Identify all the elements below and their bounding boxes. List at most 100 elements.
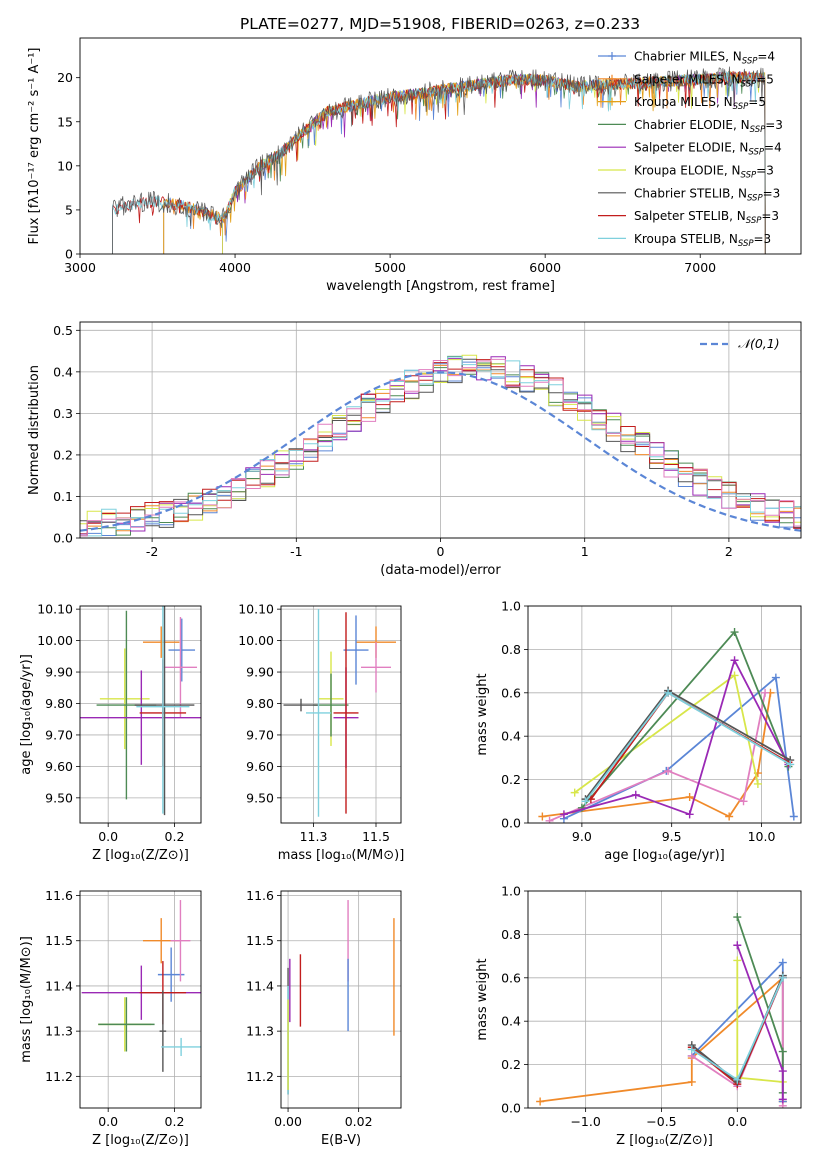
y-tick-label: 0.8 [501, 927, 521, 942]
weight-point-marker [739, 797, 748, 806]
x-axis-label: mass [log₁₀(M/M⊙)] [278, 848, 405, 863]
y-tick-label: 9.80 [45, 696, 73, 711]
legend-label: Kroupa ELODIE, NSSP=3 [634, 164, 774, 181]
y-tick-label: 9.70 [246, 727, 274, 742]
axes-frame [79, 321, 802, 539]
axes-frame [79, 605, 202, 824]
weight-point-marker [789, 812, 798, 821]
legend-label: Chabrier MILES, NSSP=4 [634, 50, 775, 67]
x-tick-label: -1 [290, 544, 302, 559]
x-axis-label: Z [log₁₀(Z/Z⊙)] [616, 1133, 713, 1148]
errorbar-point [283, 698, 319, 712]
errorbar-point [170, 900, 191, 982]
legend-label: Chabrier ELODIE, NSSP=3 [634, 118, 783, 135]
weight-point-marker [733, 941, 742, 950]
weight-point-marker [536, 1097, 545, 1106]
legend-label: Salpeter ELODIE, NSSP=4 [634, 141, 782, 158]
legend-entry: Chabrier ELODIE, NSSP=3 [598, 118, 783, 135]
y-tick-label: 0 [65, 247, 73, 262]
errorbar-point [159, 990, 167, 1072]
x-tick-label: 7000 [684, 260, 716, 275]
histogram-series [80, 358, 801, 537]
x-axis-label: wavelength [Angstrom, rest frame] [326, 279, 555, 294]
spectrum-lines [112, 66, 766, 254]
y-tick-label: 10.10 [238, 602, 274, 617]
mass_vs_z-points [81, 900, 201, 1072]
y-tick-label: 0.4 [501, 729, 521, 744]
weight-point-marker [664, 688, 673, 697]
weight-point-marker [761, 688, 770, 697]
x-tick-label: 0 [437, 544, 445, 559]
axes-frame [280, 605, 402, 824]
y-tick-label: 9.90 [45, 665, 73, 680]
errorbar-point [163, 617, 198, 718]
y-tick-label: 11.5 [45, 933, 73, 948]
y-tick-label: 11.2 [45, 1069, 73, 1084]
y-tick-label: 9.90 [246, 665, 274, 680]
weight_vs_age-axes: 9.0 9.5 10.0 0.0 0.2 0.4 0.6 0.8 1.0 age [log₁₀(a… [475, 599, 802, 863]
x-tick-label: -2 [146, 544, 158, 559]
y-tick-label: 1.0 [501, 884, 521, 899]
errorbar-point [333, 612, 359, 814]
normal-curve [80, 371, 801, 532]
age_vs_z-points [80, 606, 201, 816]
weight-series [545, 688, 770, 823]
legend-label: Chabrier STELIB, NSSP=3 [634, 186, 780, 203]
y-tick-label: 11.6 [246, 888, 274, 903]
x-tick-label: 0.00 [274, 1114, 302, 1129]
mass_vs_ebv-axes: 0.00 0.02 11.2 11.3 11.4 11.5 11.6 E(B-V) [246, 888, 402, 1148]
y-tick-label: 9.70 [45, 727, 73, 742]
legend-label: Salpeter MILES, NSSP=5 [634, 72, 774, 89]
y-axis-label: mass [log₁₀(M/M⊙)] [19, 936, 34, 1063]
legend-entry: Chabrier MILES, NSSP=4 [598, 50, 775, 67]
y-axis-label: mass weight [475, 958, 490, 1040]
errorbar-point [80, 670, 201, 765]
legend-label: Kroupa MILES, NSSP=5 [634, 95, 766, 112]
y-tick-label: 11.4 [246, 978, 274, 993]
spectrum-series-line [112, 66, 766, 254]
y-axis-label: age [log₁₀(age/yr)] [19, 654, 34, 775]
spectrum-legend: Chabrier MILES, NSSP=4 Salpeter MILES, NS… [598, 50, 783, 249]
errorbar-point [168, 618, 196, 682]
weight-series [559, 656, 793, 819]
x-axis-label: age [log₁₀(age/yr)] [604, 848, 725, 863]
weight-point-marker [725, 812, 734, 821]
y-tick-label: 0.4 [501, 1014, 521, 1029]
residuals-axes: -2 -1 0 1 2 0.0 0.1 0.2 0.3 0.4 0.5 (data-model)/er… [27, 321, 802, 578]
weight-point-marker [664, 766, 673, 775]
y-tick-label: 1.0 [501, 599, 521, 614]
legend-entry: Chabrier STELIB, NSSP=3 [598, 186, 780, 203]
y-tick-label: 0.5 [53, 323, 73, 338]
x-tick-label: −0.5 [646, 1114, 676, 1129]
y-axis-label: mass weight [475, 673, 490, 755]
y-tick-label: 15 [57, 114, 73, 129]
weight-point-marker [733, 913, 742, 922]
y-tick-label: 11.4 [45, 978, 73, 993]
weight-point-marker [687, 1077, 696, 1086]
weight-point-marker [581, 797, 590, 806]
y-tick-label: 0.0 [501, 1101, 521, 1116]
weight-series [687, 973, 787, 1084]
weight-point-marker [730, 671, 739, 680]
x-tick-label: 0.02 [345, 1114, 373, 1129]
y-tick-label: 11.6 [45, 888, 73, 903]
errorbar-point [343, 615, 369, 685]
y-axis-label: Flux [fλ10⁻¹⁷ erg cm⁻² s⁻¹ A⁻¹] [27, 48, 42, 245]
weight-point-marker [778, 1047, 787, 1056]
errorbar-point [136, 606, 190, 814]
legend-marker [608, 74, 616, 83]
x-tick-label: 1 [581, 544, 589, 559]
x-tick-label: 0.0 [98, 1114, 118, 1129]
weight-point-marker [631, 790, 640, 799]
y-tick-label: 20 [57, 70, 73, 85]
y-tick-label: 0.2 [53, 447, 73, 462]
y-tick-label: 0.1 [53, 489, 73, 504]
y-tick-label: 0.2 [501, 772, 521, 787]
y-tick-label: 0.3 [53, 406, 73, 421]
legend-entry: Kroupa MILES, NSSP=5 [598, 95, 766, 112]
y-tick-label: 11.2 [246, 1069, 274, 1084]
y-tick-label: 5 [65, 202, 73, 217]
legend-entry: Salpeter MILES, NSSP=5 [598, 72, 774, 89]
y-tick-label: 0.0 [53, 531, 73, 546]
